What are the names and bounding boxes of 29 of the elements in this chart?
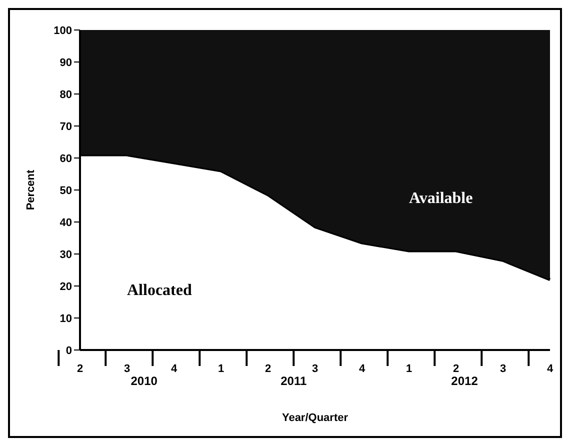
text: 2011	[280, 374, 308, 388]
text: 2010	[130, 374, 158, 388]
x-tick-label: 4	[170, 363, 178, 375]
y-tick-label: 10	[60, 312, 72, 325]
y-tick-label: 30	[60, 248, 72, 261]
x-tick-label: 2	[264, 363, 272, 375]
x-tick-label: 3	[124, 363, 130, 375]
y-tick-label: 100	[54, 24, 72, 37]
x-tick-label: 2	[452, 363, 460, 375]
x-axis-title: Year/Quarter	[280, 412, 350, 424]
y-axis-title: Percent	[24, 169, 37, 210]
y-tick-label: 20	[60, 280, 72, 293]
text: 2012	[450, 374, 479, 388]
y-tick-label: 80	[60, 88, 72, 101]
x-tick-label: 2	[76, 363, 84, 375]
x-tick-label: 3	[312, 363, 318, 375]
y-tick-label: 50	[60, 184, 72, 197]
series-label: Allocated	[127, 282, 192, 300]
x-tick-label: 1	[406, 363, 412, 375]
y-tick-label: 70	[60, 120, 72, 133]
y-tick-label: 90	[60, 56, 72, 69]
y-tick-label: 60	[60, 152, 72, 165]
y-tick-label: 40	[60, 216, 72, 229]
x-tick-label: 4	[546, 363, 554, 375]
series-label: Available	[409, 190, 473, 208]
x-tick-label: 3	[500, 363, 506, 375]
y-tick-label: 0	[66, 344, 72, 357]
x-tick-label: 4	[358, 363, 366, 375]
x-tick-label: 1	[218, 363, 224, 375]
